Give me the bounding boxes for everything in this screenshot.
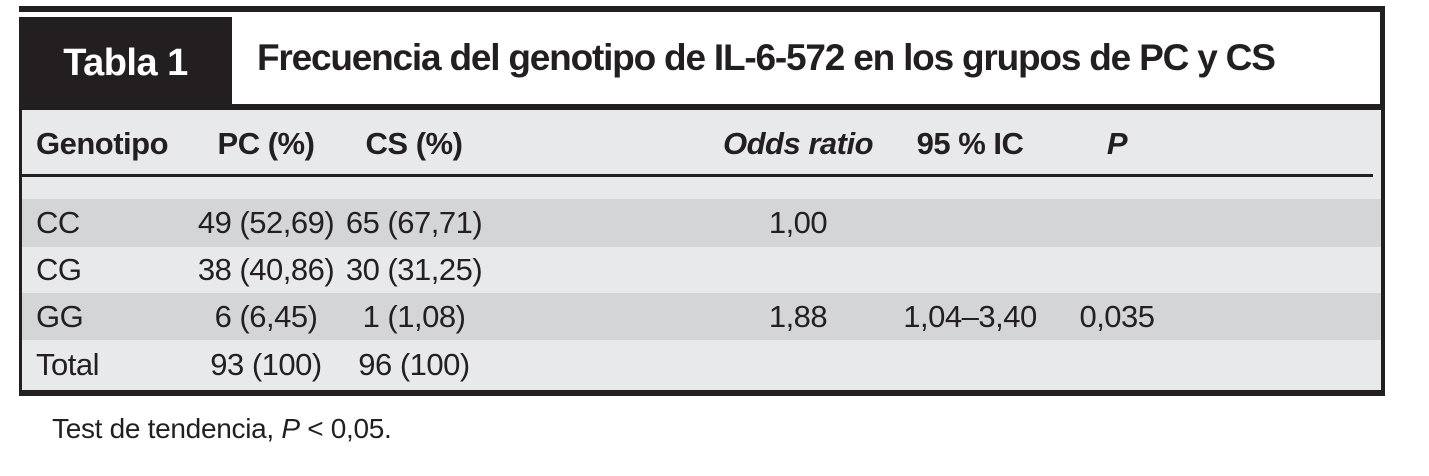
- cell-cs: 30 (31,25): [345, 252, 483, 287]
- cell-pc: 93 (100): [210, 347, 322, 382]
- cell-pc: 6 (6,45): [214, 298, 318, 334]
- cell-cs: 96 (100): [358, 347, 470, 382]
- cell-cs: 65 (67,71): [345, 205, 483, 240]
- header-spacer: [22, 177, 1381, 199]
- cell-genotipo: GG: [36, 298, 84, 334]
- table-row-cc: CC 49 (52,69) 65 (67,71) 1,00: [22, 199, 1381, 247]
- table-figure: Tabla 1 Frecuencia del genotipo de IL-6-…: [19, 6, 1385, 445]
- column-header-95-ic: 95 % IC: [916, 126, 1024, 161]
- table-title-band: Tabla 1 Frecuencia del genotipo de IL-6-…: [19, 6, 1385, 110]
- column-header-odds-ratio: Odds ratio: [722, 126, 874, 161]
- column-header-p: P: [1106, 126, 1128, 161]
- cell-odds-ratio: 1,88: [768, 298, 828, 334]
- table-body: Genotipo PC (%) CS (%) Odds ratio 95 % I…: [19, 110, 1385, 396]
- table-title-box: Frecuencia del genotipo de IL-6-572 en l…: [232, 12, 1385, 110]
- table-row-cg: CG 38 (40,86) 30 (31,25): [22, 247, 1381, 293]
- table-row-total: Total 93 (100) 96 (100): [22, 340, 1381, 390]
- header-divider-rule: [22, 174, 1373, 177]
- column-header-pc: PC (%): [217, 126, 315, 161]
- cell-cs: 1 (1,08): [362, 298, 466, 334]
- column-header-genotipo: Genotipo: [36, 126, 169, 161]
- cell-pc: 49 (52,69): [197, 205, 335, 240]
- cell-genotipo: Total: [36, 347, 99, 382]
- cell-genotipo: CC: [36, 205, 80, 240]
- cell-95-ic: 1,04–3,40: [903, 298, 1037, 334]
- column-header-cs: CS (%): [365, 126, 463, 161]
- cell-odds-ratio: 1,00: [768, 205, 828, 240]
- table-title: Frecuencia del genotipo de IL-6-572 en l…: [257, 37, 1276, 78]
- cell-genotipo: CG: [36, 252, 82, 287]
- cell-pc: 38 (40,86): [197, 252, 335, 287]
- footnote: Test de tendencia, P < 0,05.: [52, 413, 1385, 445]
- footnote-value: < 0,05.: [299, 413, 392, 444]
- table-header-row: Genotipo PC (%) CS (%) Odds ratio 95 % I…: [22, 110, 1381, 174]
- table-label-box: Tabla 1: [19, 17, 232, 110]
- footnote-p-symbol: P: [281, 413, 300, 444]
- cell-p: 0,035: [1079, 298, 1155, 334]
- footnote-text: Test de tendencia,: [52, 413, 282, 444]
- table-label: Tabla 1: [63, 42, 188, 84]
- table-row-gg: GG 6 (6,45) 1 (1,08) 1,88 1,04–3,40 0,03…: [22, 293, 1381, 340]
